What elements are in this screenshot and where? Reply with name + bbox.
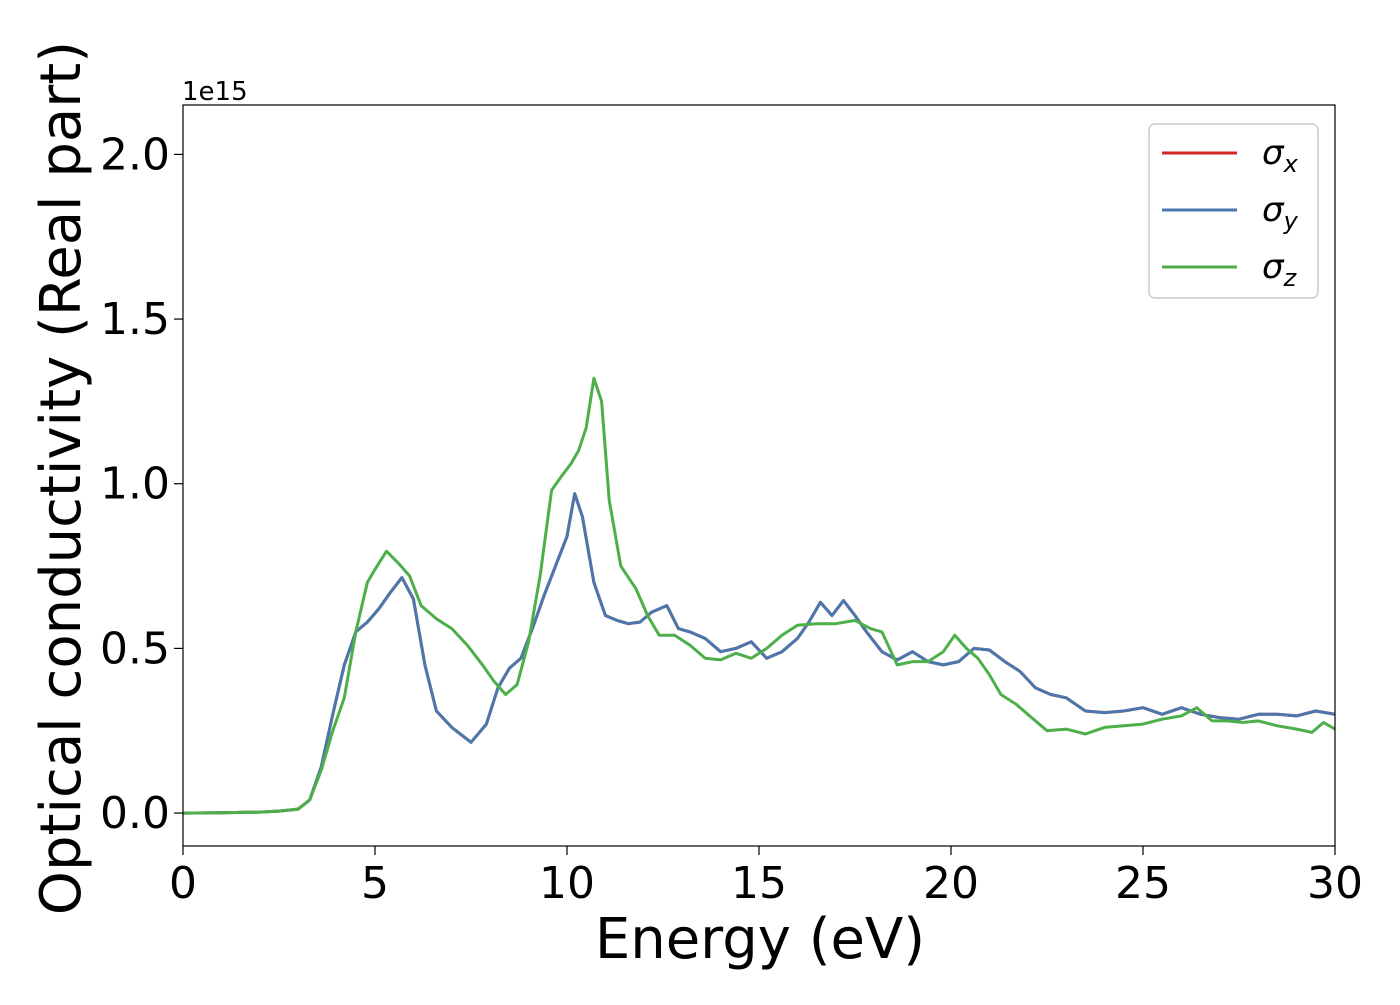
legend-label-y: σy <box>1262 190 1299 235</box>
y-axis-label: Optical conductivity (Real part) <box>29 41 94 915</box>
x-axis-label: Energy (eV) <box>595 907 925 972</box>
axes: 0 5 10 15 20 25 30 0.0 0.5 1.0 1.5 2.0 <box>100 104 1363 909</box>
x-tick-label: 30 <box>1307 858 1363 909</box>
x-tick-label: 10 <box>539 858 595 909</box>
y-tick-label: 0.0 <box>100 788 170 839</box>
x-tick-label: 15 <box>731 858 787 909</box>
y-tick-label: 2.0 <box>100 129 170 180</box>
series-line-z <box>183 376 1335 815</box>
legend-label-z: σz <box>1262 247 1298 292</box>
x-tick-label: 25 <box>1115 858 1171 909</box>
x-tick-label: 5 <box>361 858 389 909</box>
y-axis-offset-label: 1e15 <box>182 77 248 107</box>
legend: σx σy σz <box>1148 123 1319 299</box>
x-tick-label: 20 <box>923 858 979 909</box>
plot-area <box>183 376 1335 815</box>
y-tick-label: 0.5 <box>100 623 170 674</box>
y-tick-label: 1.5 <box>100 294 170 345</box>
legend-label-x: σx <box>1262 133 1299 178</box>
series-line-y <box>183 492 1335 815</box>
x-tick-label: 0 <box>169 858 197 909</box>
y-tick-label: 1.0 <box>100 459 170 510</box>
